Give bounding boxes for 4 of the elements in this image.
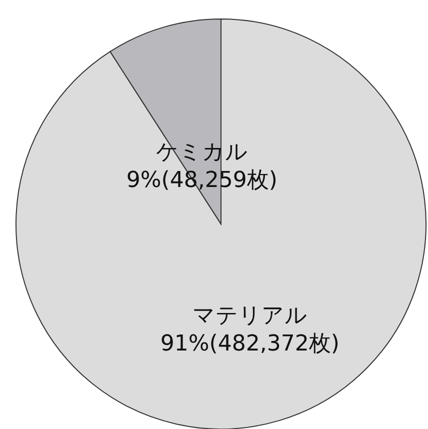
slice-label: ケミカル — [156, 140, 248, 166]
slice-label: マテリアル — [192, 303, 308, 328]
data-label: 91%(482,372枚) — [160, 331, 340, 356]
pie-slice — [16, 18, 426, 429]
